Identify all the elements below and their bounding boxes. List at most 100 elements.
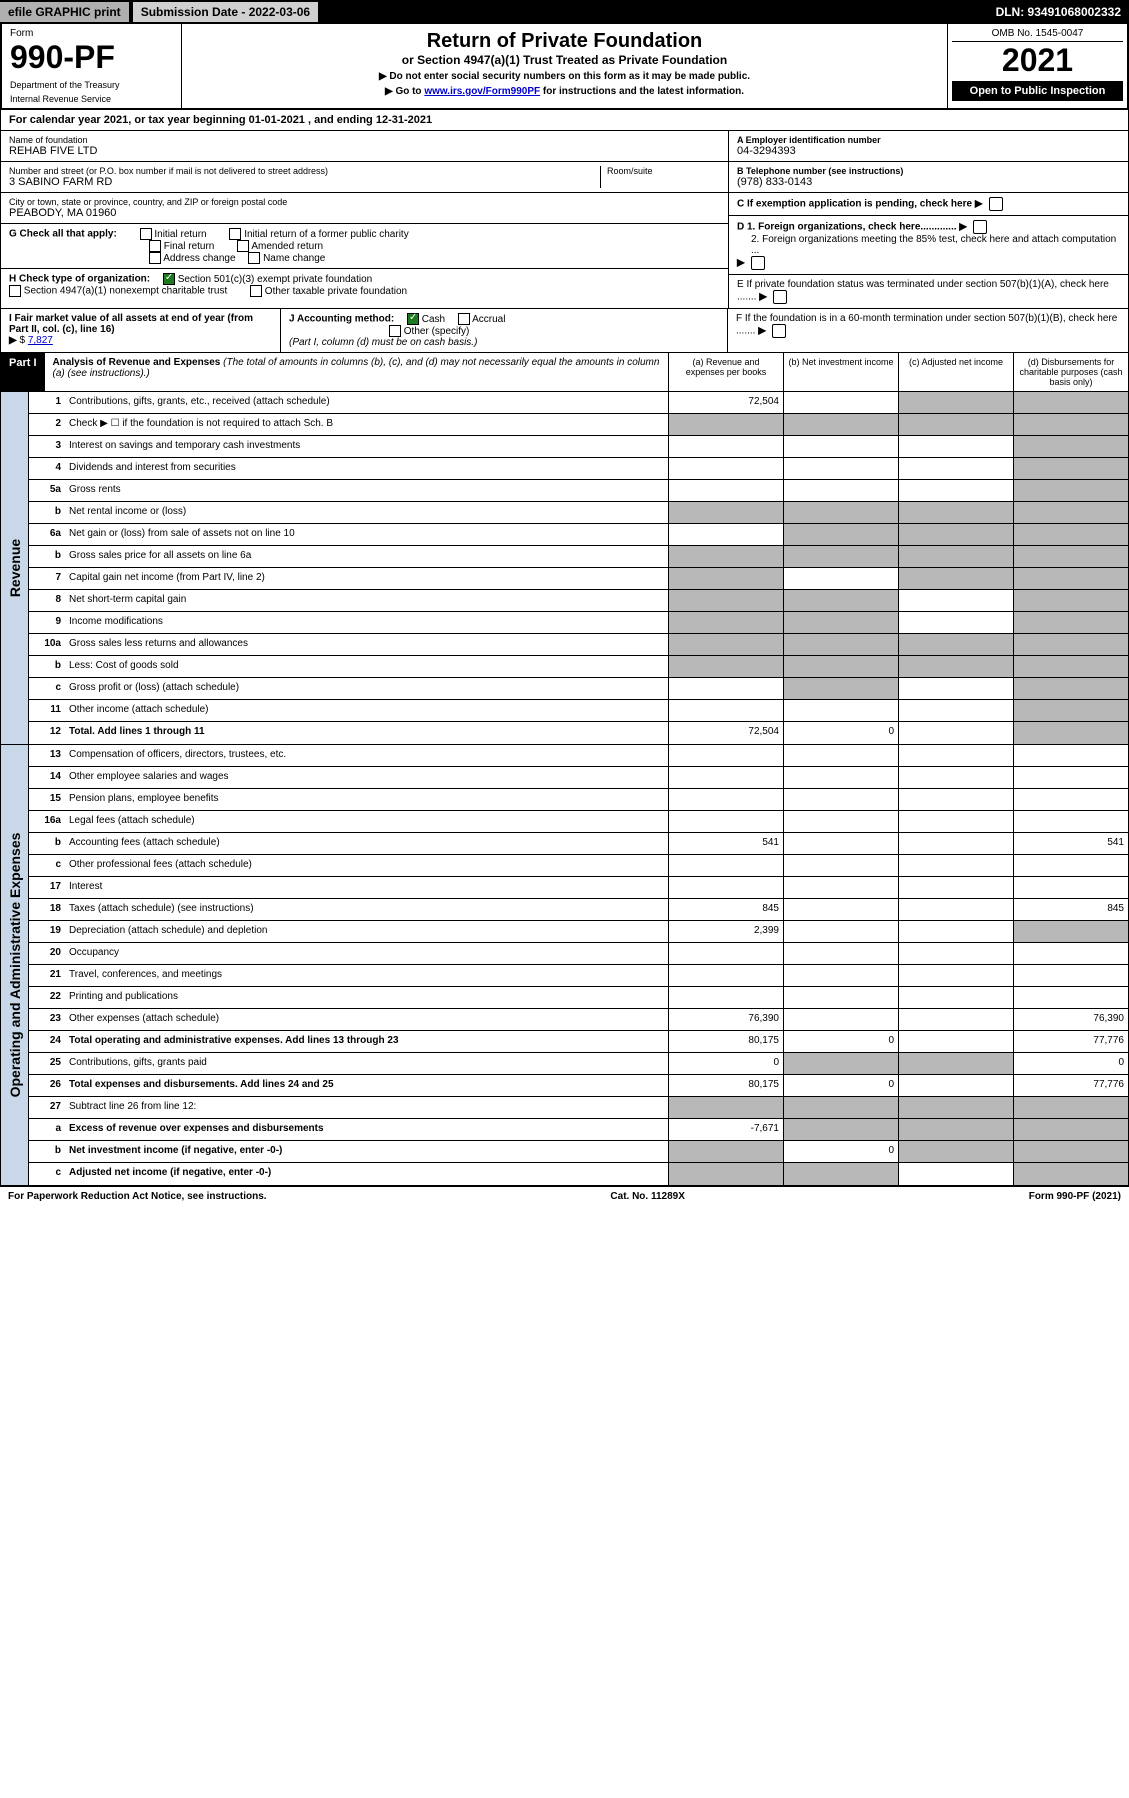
row-number: 4 [29,458,65,479]
cell-d [1013,458,1128,479]
cell-d [1013,656,1128,677]
cell-a [668,458,783,479]
form-subtitle: or Section 4947(a)(1) Trust Treated as P… [188,53,941,67]
revenue-rows: 1Contributions, gifts, grants, etc., rec… [29,392,1128,744]
checkbox-d2[interactable] [751,256,765,270]
checkbox-address-change[interactable] [149,252,161,264]
row-label: Occupancy [65,943,668,964]
table-row: 8Net short-term capital gain [29,590,1128,612]
cell-d [1013,612,1128,633]
row-label: Other income (attach schedule) [65,700,668,721]
row-number: 20 [29,943,65,964]
row-label: Total. Add lines 1 through 11 [65,722,668,744]
checkbox-c[interactable] [989,197,1003,211]
row-number: 14 [29,767,65,788]
checkbox-e[interactable] [773,290,787,304]
cell-a: 76,390 [668,1009,783,1030]
cell-d [1013,634,1128,655]
row-number: 7 [29,568,65,589]
checkbox-f[interactable] [772,324,786,338]
section-g: G Check all that apply: Initial return I… [1,224,728,269]
cell-c [898,1075,1013,1096]
row-number: 22 [29,987,65,1008]
checkbox-name-change[interactable] [248,252,260,264]
row-label: Net short-term capital gain [65,590,668,611]
fmv-link[interactable]: 7,827 [28,335,53,346]
row-label: Gross profit or (loss) (attach schedule) [65,678,668,699]
table-row: 21Travel, conferences, and meetings [29,965,1128,987]
cell-d [1013,568,1128,589]
cell-a: 0 [668,1053,783,1074]
row-number: b [29,656,65,677]
cell-c [898,524,1013,545]
checkbox-cash[interactable] [407,313,419,325]
foundation-name-cell: Name of foundation REHAB FIVE LTD [1,131,728,162]
checkbox-4947[interactable] [9,285,21,297]
checkbox-initial-return[interactable] [140,228,152,240]
checkbox-d1[interactable] [973,220,987,234]
table-row: 18Taxes (attach schedule) (see instructi… [29,899,1128,921]
checkbox-501c3[interactable] [163,273,175,285]
cell-d [1013,987,1128,1008]
cell-c [898,590,1013,611]
table-row: 25Contributions, gifts, grants paid00 [29,1053,1128,1075]
table-row: cOther professional fees (attach schedul… [29,855,1128,877]
efile-badge: efile GRAPHIC print [0,2,129,22]
row-number: 19 [29,921,65,942]
table-row: 14Other employee salaries and wages [29,767,1128,789]
table-row: 9Income modifications [29,612,1128,634]
checkbox-other-taxable[interactable] [250,285,262,297]
cell-b [783,789,898,810]
row-label: Interest on savings and temporary cash i… [65,436,668,457]
checkbox-final-return[interactable] [149,240,161,252]
cell-b: 0 [783,1075,898,1096]
cell-b [783,502,898,523]
part1-header: Part I Analysis of Revenue and Expenses … [0,353,1129,392]
row-number: 12 [29,722,65,744]
cell-d [1013,1119,1128,1140]
expenses-side-label: Operating and Administrative Expenses [1,745,29,1185]
irs-link[interactable]: www.irs.gov/Form990PF [424,86,540,97]
row-label: Net gain or (loss) from sale of assets n… [65,524,668,545]
section-ijf: I Fair market value of all assets at end… [0,309,1129,353]
checkbox-other-method[interactable] [389,325,401,337]
note-link: ▶ Go to www.irs.gov/Form990PF for instru… [188,86,941,97]
cell-a [668,524,783,545]
row-label: Income modifications [65,612,668,633]
section-d: D 1. Foreign organizations, check here..… [729,216,1128,275]
cell-d [1013,855,1128,876]
cell-d [1013,943,1128,964]
cell-b [783,965,898,986]
cell-c [898,546,1013,567]
cell-c [898,502,1013,523]
checkbox-accrual[interactable] [458,313,470,325]
row-number: a [29,1119,65,1140]
cell-c [898,987,1013,1008]
cell-c [898,568,1013,589]
cell-a [668,1097,783,1118]
cell-c [898,855,1013,876]
table-row: 4Dividends and interest from securities [29,458,1128,480]
checkbox-initial-public[interactable] [229,228,241,240]
part1-badge: Part I [1,353,45,391]
table-row: 26Total expenses and disbursements. Add … [29,1075,1128,1097]
cell-b [783,899,898,920]
cell-b [783,546,898,567]
cell-b: 0 [783,1141,898,1162]
footer-right: Form 990-PF (2021) [1029,1191,1121,1202]
row-label: Net rental income or (loss) [65,502,668,523]
cell-c [898,811,1013,832]
cell-c [898,1053,1013,1074]
cell-d [1013,392,1128,413]
cell-b [783,1097,898,1118]
row-number: 13 [29,745,65,766]
col-b-header: (b) Net investment income [783,353,898,391]
cell-d [1013,877,1128,898]
checkbox-amended[interactable] [237,240,249,252]
section-c: C If exemption application is pending, c… [729,193,1128,216]
calendar-year-row: For calendar year 2021, or tax year begi… [0,110,1129,131]
cell-c [898,767,1013,788]
cell-b [783,568,898,589]
dept-irs: Internal Revenue Service [10,94,173,104]
info-right: A Employer identification number 04-3294… [728,131,1128,308]
